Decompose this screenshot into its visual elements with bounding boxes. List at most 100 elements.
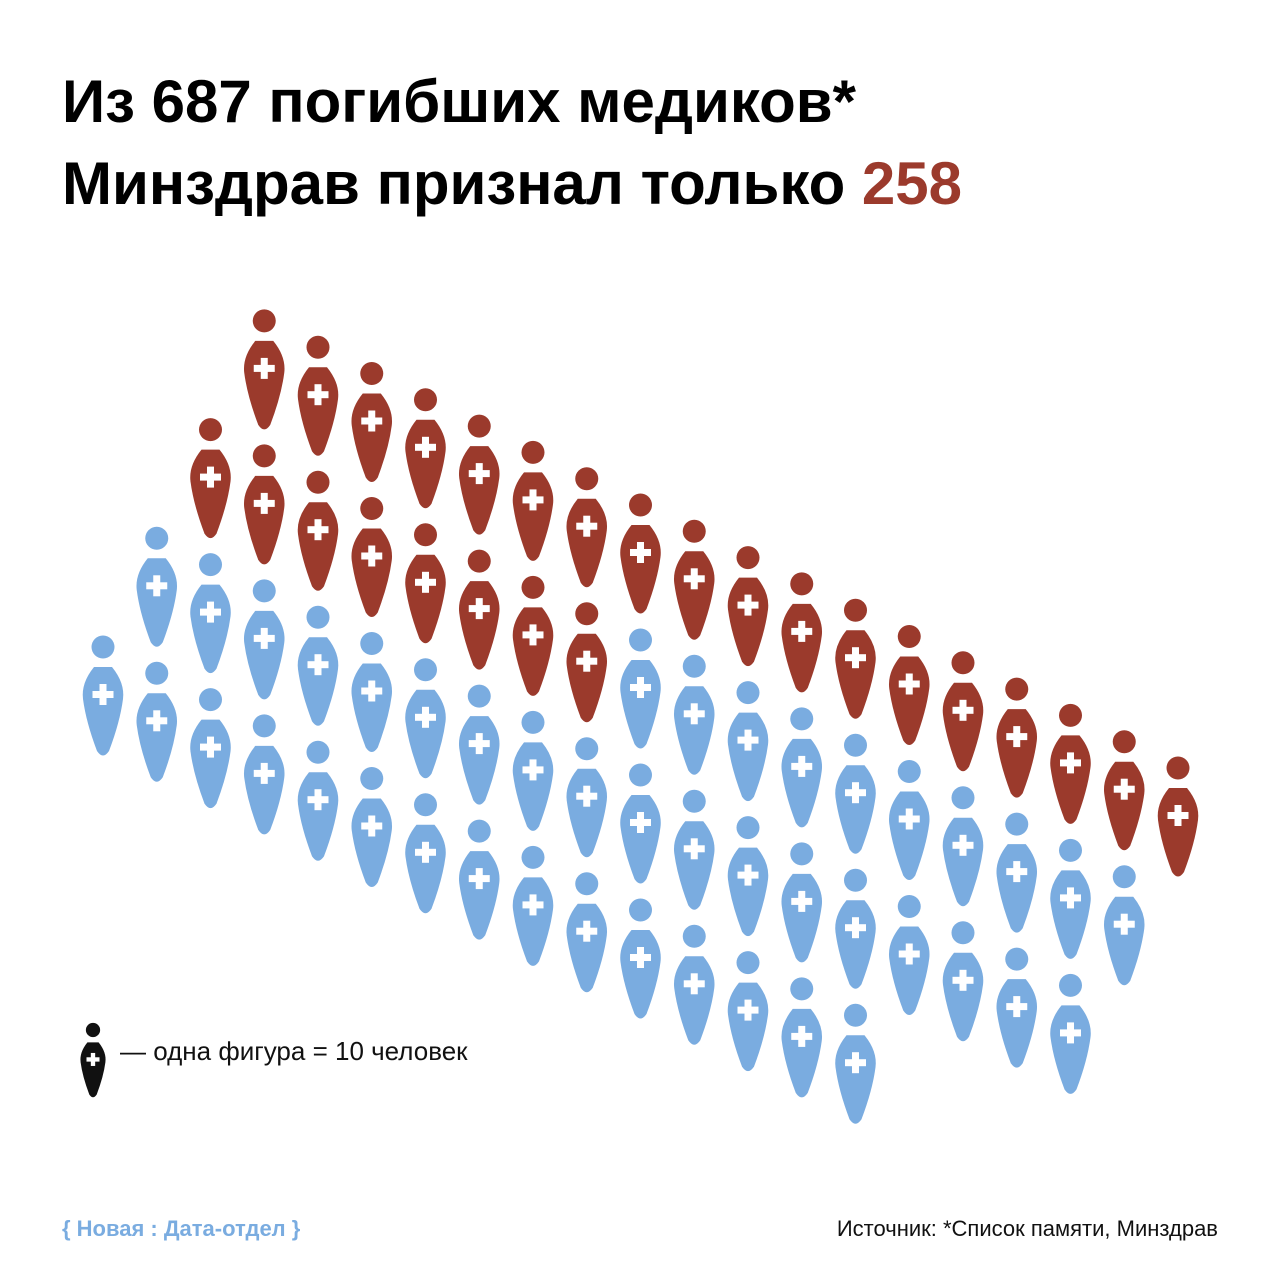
figure — [1103, 730, 1145, 851]
figure-body — [1050, 870, 1091, 959]
figure-head — [790, 977, 814, 1001]
figure — [727, 681, 769, 802]
figure — [1157, 756, 1199, 877]
figure-body — [1050, 735, 1091, 824]
figure-body — [942, 952, 984, 1042]
figure-head — [360, 362, 384, 385]
figure-body — [512, 742, 554, 831]
figure — [405, 658, 446, 779]
figure-head — [1005, 677, 1029, 701]
figure — [942, 921, 984, 1042]
figure-cross — [361, 417, 383, 425]
figure-body — [835, 630, 876, 719]
figure-cross — [683, 980, 705, 988]
figure-body — [1050, 1005, 1091, 1094]
figure-head — [575, 737, 599, 761]
figure-head — [629, 493, 652, 517]
figure-cross — [791, 1032, 813, 1040]
figure-body — [888, 791, 930, 880]
figure-head — [360, 767, 384, 790]
figure-body — [190, 449, 231, 539]
figure-body — [727, 847, 769, 937]
figure-body — [405, 554, 446, 644]
title-highlight: 258 — [862, 150, 962, 217]
title-text: Минздрав признал только — [62, 150, 845, 217]
figure-body — [566, 498, 608, 588]
figure — [405, 523, 446, 644]
figure-cross — [361, 687, 383, 695]
title-line: Из 687 погибших медиков* — [62, 68, 857, 135]
figure-head — [682, 519, 706, 543]
figure-head — [521, 440, 545, 464]
figure-cross — [253, 769, 275, 777]
figure-body — [1103, 896, 1145, 986]
figure — [405, 388, 446, 509]
figure — [512, 440, 554, 561]
figure-body — [835, 900, 876, 989]
figure-cross — [200, 473, 221, 481]
figure-body — [727, 577, 769, 667]
figure-cross — [253, 634, 275, 642]
figure — [888, 625, 930, 745]
figure-body — [673, 686, 715, 775]
figure — [351, 497, 393, 617]
figure-body — [405, 419, 446, 509]
figure-head — [736, 816, 760, 840]
figure — [512, 575, 554, 696]
figure-head — [682, 924, 706, 948]
figure-cross — [307, 526, 329, 534]
figure — [512, 710, 554, 831]
figure — [297, 605, 339, 726]
figure-head — [306, 740, 330, 764]
figure-cross — [791, 897, 813, 905]
figure-cross — [1060, 1029, 1081, 1037]
figure-body — [512, 472, 554, 561]
figure-cross — [737, 1006, 759, 1014]
figure-cross — [845, 654, 866, 662]
figure — [405, 793, 446, 914]
figure-head — [951, 651, 975, 675]
pictogram — [82, 309, 1199, 1124]
figure — [727, 546, 769, 667]
figure-cross — [415, 443, 436, 451]
figure-body — [243, 340, 285, 430]
figure-head — [360, 632, 384, 655]
figure-cross — [146, 717, 168, 725]
figure — [620, 628, 661, 749]
figure-cross — [468, 740, 490, 748]
figure-head — [521, 575, 545, 599]
figure-body — [620, 525, 661, 614]
figure-cross — [845, 789, 866, 797]
figure-cross — [522, 496, 544, 504]
figure-cross — [1113, 920, 1135, 928]
legend: — одна фигура = 10 человек — [80, 1022, 468, 1098]
figure-head — [414, 658, 437, 682]
figure-cross — [361, 552, 383, 560]
figure-body — [458, 446, 500, 535]
figure — [136, 526, 178, 647]
figure-head — [306, 605, 330, 629]
figure — [566, 467, 608, 588]
figure — [458, 549, 500, 670]
figure-cross — [415, 713, 436, 721]
figure — [243, 309, 285, 430]
figure-body — [996, 844, 1038, 933]
figure-cross — [630, 819, 651, 826]
figure-body — [620, 930, 661, 1019]
figure-head — [1112, 730, 1136, 754]
figure-body — [351, 393, 393, 482]
figure-body — [620, 795, 661, 884]
figure-cross — [683, 575, 705, 583]
figure — [243, 579, 285, 700]
figure — [243, 444, 285, 565]
figure-cross — [898, 950, 920, 958]
figure-cross — [1060, 759, 1081, 767]
figure-head — [790, 842, 814, 866]
figure-cross — [307, 391, 329, 399]
figure-head — [467, 414, 491, 438]
figure-cross — [468, 875, 490, 883]
figure-head — [575, 602, 599, 626]
figure-head — [252, 579, 276, 603]
figure — [673, 519, 715, 640]
figure-cross — [845, 924, 866, 932]
